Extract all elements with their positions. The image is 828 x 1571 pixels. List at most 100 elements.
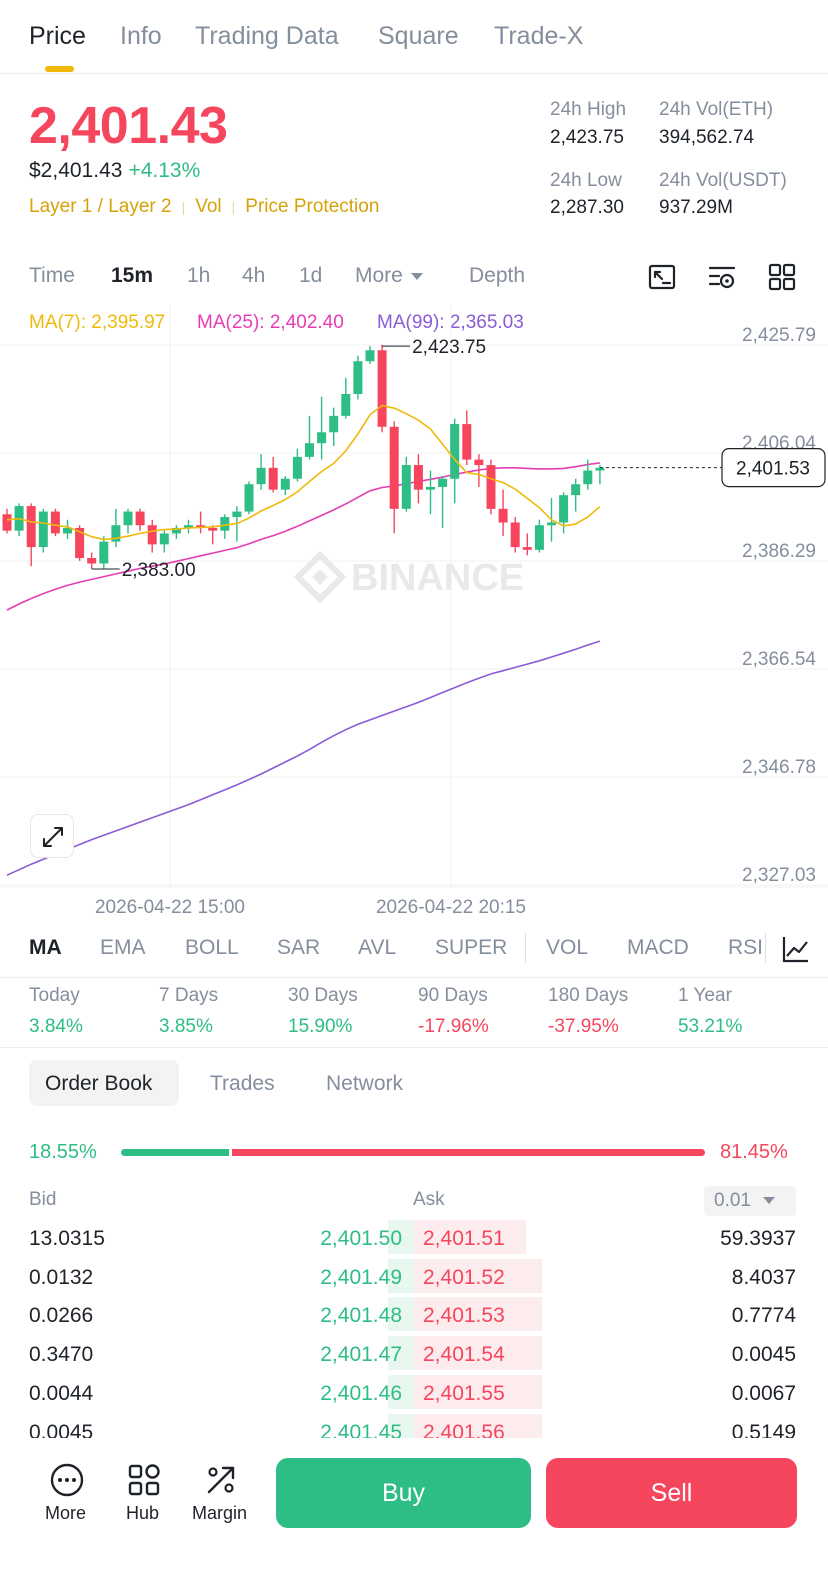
indicator-boll[interactable]: BOLL [185,936,239,959]
timeframe-4h[interactable]: 4h [242,264,266,287]
candle [474,454,484,487]
timeframe-more-label: More [355,264,403,287]
buy-button[interactable]: Buy [276,1458,531,1528]
timeframe-1h[interactable]: 1h [187,264,211,287]
indicator-vol[interactable]: VOL [546,936,589,959]
binance-logo-icon [293,550,347,604]
chart-settings-icon[interactable] [707,262,737,292]
y-tick-label: 2,327.03 [742,865,816,886]
candle [208,525,218,545]
ask-price: 2,401.56 [423,1421,505,1438]
candle [292,448,302,482]
order-book-rows: 13.0315 2,401.50 2,401.51 59.3937 0.0132 2,40… [0,1220,828,1438]
hub-label[interactable]: Hub [126,1503,160,1523]
ma99-legend: MA(99): 2,365.03 [377,312,524,333]
timeframe-1d[interactable]: 1d [299,264,323,287]
timeframe-15m[interactable]: 15m [111,264,154,287]
tab-order-book[interactable]: Order Book [45,1072,153,1095]
tag-layer[interactable]: Layer 1 / Layer 2 [29,196,172,217]
indicator-settings-chart-icon[interactable] [781,934,811,964]
expand-arrows-icon [43,827,63,847]
tab-price[interactable]: Price [29,22,86,50]
candle [196,511,206,534]
tab-trading-data[interactable]: Trading Data [195,22,339,50]
candle [522,533,532,556]
bid-depth-bar [388,1220,414,1254]
tab-trade-x[interactable]: Trade-X [494,22,584,50]
candle [377,344,387,433]
indicator-ema[interactable]: EMA [100,936,146,959]
bid-column-header: Bid [29,1189,57,1210]
current-price-tag[interactable] [721,448,826,488]
timeframe-time[interactable]: Time [29,264,75,287]
ask-depth-bar [414,1336,542,1370]
ask-depth-bar [414,1375,542,1409]
active-book-tab-bg [29,1060,179,1106]
fullscreen-chart-icon[interactable] [647,262,677,292]
layout-grid-icon[interactable] [767,262,797,292]
indicator-macd[interactable]: MACD [627,936,689,959]
more-label[interactable]: More [45,1503,87,1523]
candle-body [583,470,593,485]
candle-body [38,511,48,548]
performance-value: 15.90% [288,1016,353,1037]
more-dots-icon[interactable] [49,1462,85,1498]
candle [280,476,290,496]
order-book-row[interactable]: 0.0132 2,401.49 2,401.52 8.4037 [0,1259,828,1293]
timeframe-more-dropdown[interactable]: More [355,264,423,288]
candle-body [171,527,181,534]
ask-column-header: Ask [413,1189,445,1210]
order-book-row[interactable]: 0.3470 2,401.47 2,401.54 0.0045 [0,1336,828,1370]
tag-vol[interactable]: Vol [195,196,222,217]
tab-square[interactable]: Square [378,22,459,50]
performance-label: 30 Days [288,985,358,1006]
tab-network[interactable]: Network [326,1072,404,1095]
sell-button[interactable]: Sell [546,1458,797,1528]
margin-label[interactable]: Margin [192,1503,248,1523]
candle-body [534,525,544,550]
order-book-row[interactable]: 0.0044 2,401.46 2,401.55 0.0067 [0,1375,828,1409]
candle-body [365,350,375,362]
candle [401,456,411,512]
tag-price-protection[interactable]: Price Protection [245,196,380,217]
performance-value: -37.95% [548,1016,619,1037]
candle [184,519,193,534]
expand-chart-button[interactable] [30,814,74,858]
candlestick-chart[interactable]: BINANCE 2,425.792,406.042,386.292,366.54… [0,305,828,925]
tab-trades[interactable]: Trades [210,1072,275,1095]
indicator-divider [525,933,526,963]
last-price: 2,401.43 [29,97,228,155]
usd-price-line: $2,401.43 +4.13% [29,159,200,183]
candle [111,508,121,548]
candle-body [474,459,484,466]
stat-low-label: 24h Low [550,170,622,191]
precision-selector[interactable]: 0.01 [704,1186,796,1216]
ma25-line [6,462,601,611]
order-book-row[interactable]: 0.0266 2,401.48 2,401.53 0.7774 [0,1297,828,1331]
candle [365,346,375,364]
order-book-row[interactable]: 0.0045 2,401.45 2,401.56 0.5149 [0,1414,828,1438]
candle-body [184,525,193,528]
candle-body [413,465,423,490]
indicator-sar[interactable]: SAR [277,936,321,959]
tab-info[interactable]: Info [120,22,162,50]
candle [135,508,145,531]
depth-tab[interactable]: Depth [469,264,526,287]
candle-body [317,432,327,444]
indicator-ma[interactable]: MA [29,936,62,959]
bid-price: 2,401.47 [320,1343,402,1366]
indicator-avl[interactable]: AVL [358,936,397,959]
ask-depth-bar [414,1259,542,1293]
hub-grid-icon[interactable] [126,1462,162,1498]
ask-quantity: 0.5149 [731,1421,796,1438]
order-book-row[interactable]: 13.0315 2,401.50 2,401.51 59.3937 [0,1220,828,1254]
margin-percent-icon[interactable] [203,1462,239,1498]
performance-value: -17.96% [418,1016,489,1037]
indicator-rsi[interactable]: RSI [728,936,762,959]
indicator-super[interactable]: SUPER [435,936,508,959]
candle [147,519,157,553]
performance-value: 53.21% [678,1016,743,1037]
divider [0,977,828,978]
candle [329,407,339,446]
candle [595,465,605,485]
